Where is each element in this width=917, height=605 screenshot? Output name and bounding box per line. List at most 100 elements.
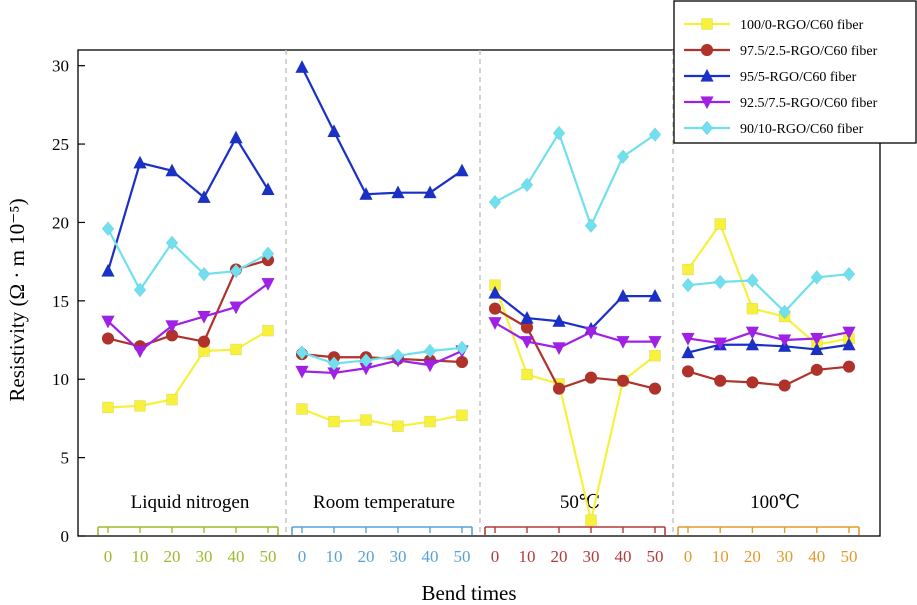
x-tick-label: 40 bbox=[615, 547, 632, 566]
data-point bbox=[392, 420, 404, 433]
y-tick-label: 0 bbox=[61, 527, 70, 546]
data-point bbox=[778, 379, 791, 392]
data-point bbox=[424, 415, 436, 428]
series-line bbox=[301, 66, 463, 196]
x-axis-label: Bend times bbox=[421, 581, 516, 605]
data-point bbox=[295, 365, 309, 379]
data-point bbox=[261, 246, 275, 262]
data-point bbox=[296, 403, 308, 415]
data-point bbox=[423, 359, 437, 373]
data-point bbox=[746, 376, 759, 389]
panel-label: Room temperature bbox=[313, 492, 455, 513]
panel-axes: Liquid nitrogen 0 10 20 30 40 50 Room temperatu… bbox=[97, 492, 860, 566]
data-point bbox=[261, 277, 275, 292]
data-point bbox=[521, 368, 533, 381]
data-point bbox=[229, 130, 243, 144]
legend-entry: 90/10-RGO/C60 fiber bbox=[740, 122, 864, 137]
data-point bbox=[552, 313, 566, 327]
data-point bbox=[133, 282, 147, 298]
data-point bbox=[648, 335, 662, 350]
plot-frame bbox=[77, 49, 881, 537]
data-point bbox=[488, 302, 502, 315]
panel-label: Liquid nitrogen bbox=[131, 492, 250, 513]
panel-label: 50℃ bbox=[560, 492, 600, 513]
data-point bbox=[229, 263, 243, 279]
data-point bbox=[681, 332, 695, 347]
data-point bbox=[520, 177, 534, 193]
y-tick-label: 25 bbox=[52, 135, 69, 154]
x-tick-label: 50 bbox=[647, 547, 664, 566]
series-line bbox=[494, 131, 656, 227]
x-tick-label: 0 bbox=[104, 547, 113, 566]
series-line bbox=[494, 321, 655, 349]
y-tick-label: 5 bbox=[61, 449, 70, 468]
data-point bbox=[101, 263, 115, 277]
data-point bbox=[700, 120, 714, 136]
data-point bbox=[327, 123, 341, 138]
plot-area: 0 5 10 15 20 25 30 bbox=[52, 49, 881, 546]
data-point bbox=[745, 326, 760, 340]
data-point bbox=[488, 317, 502, 331]
data-point bbox=[423, 185, 437, 199]
legend-entry: 92.5/7.5-RGO/C60 fiber bbox=[740, 96, 878, 111]
data-point bbox=[552, 382, 566, 395]
data-point bbox=[328, 415, 340, 428]
data-point bbox=[778, 304, 791, 320]
x-tick-label: 40 bbox=[422, 547, 439, 566]
data-point bbox=[391, 185, 405, 199]
series-line bbox=[687, 343, 850, 354]
data-point bbox=[230, 343, 242, 356]
data-point bbox=[616, 288, 630, 302]
data-point bbox=[713, 374, 727, 388]
data-point bbox=[295, 59, 309, 73]
data-point bbox=[197, 266, 211, 282]
series-line bbox=[494, 292, 655, 331]
data-point bbox=[648, 127, 662, 143]
data-point bbox=[165, 235, 179, 251]
data-point bbox=[616, 149, 630, 164]
data-point bbox=[745, 337, 760, 351]
legend-entry: 95/5-RGO/C60 fiber bbox=[740, 70, 857, 85]
data-point bbox=[681, 345, 695, 359]
data-point bbox=[423, 343, 437, 359]
data-point bbox=[746, 302, 759, 315]
data-point bbox=[101, 221, 115, 237]
data-point bbox=[648, 382, 662, 395]
x-tick-label: 10 bbox=[712, 547, 729, 566]
data-point bbox=[700, 68, 714, 82]
data-point bbox=[359, 186, 373, 200]
data-point bbox=[295, 345, 309, 360]
data-point bbox=[682, 263, 694, 276]
data-point bbox=[584, 218, 598, 233]
x-tick-label: 50 bbox=[454, 547, 471, 566]
y-tick-label: 15 bbox=[52, 292, 69, 311]
data-point bbox=[391, 348, 405, 364]
data-point bbox=[455, 163, 469, 177]
data-point bbox=[700, 43, 714, 57]
data-point bbox=[261, 181, 275, 196]
data-point bbox=[810, 363, 824, 377]
data-point bbox=[229, 301, 243, 315]
legend-entry: 100/0-RGO/C60 fiber bbox=[740, 18, 864, 33]
data-point bbox=[456, 409, 468, 422]
data-point bbox=[520, 310, 534, 324]
data-point bbox=[842, 266, 856, 282]
legend-box bbox=[673, 0, 917, 144]
panel-label: 100℃ bbox=[750, 492, 800, 513]
x-tick-label: 40 bbox=[808, 547, 825, 566]
data-point bbox=[746, 273, 759, 288]
series-line bbox=[687, 331, 850, 345]
data-point bbox=[327, 356, 341, 371]
x-tick-label: 30 bbox=[776, 547, 793, 566]
y-tick-label: 30 bbox=[52, 57, 69, 76]
data-point bbox=[713, 274, 727, 290]
data-point bbox=[842, 360, 856, 373]
data-point bbox=[166, 393, 178, 406]
data-point bbox=[133, 345, 147, 359]
data-point bbox=[455, 340, 469, 356]
data-point bbox=[681, 365, 695, 378]
data-point bbox=[713, 337, 728, 351]
data-point bbox=[102, 401, 114, 414]
data-point bbox=[810, 269, 824, 285]
